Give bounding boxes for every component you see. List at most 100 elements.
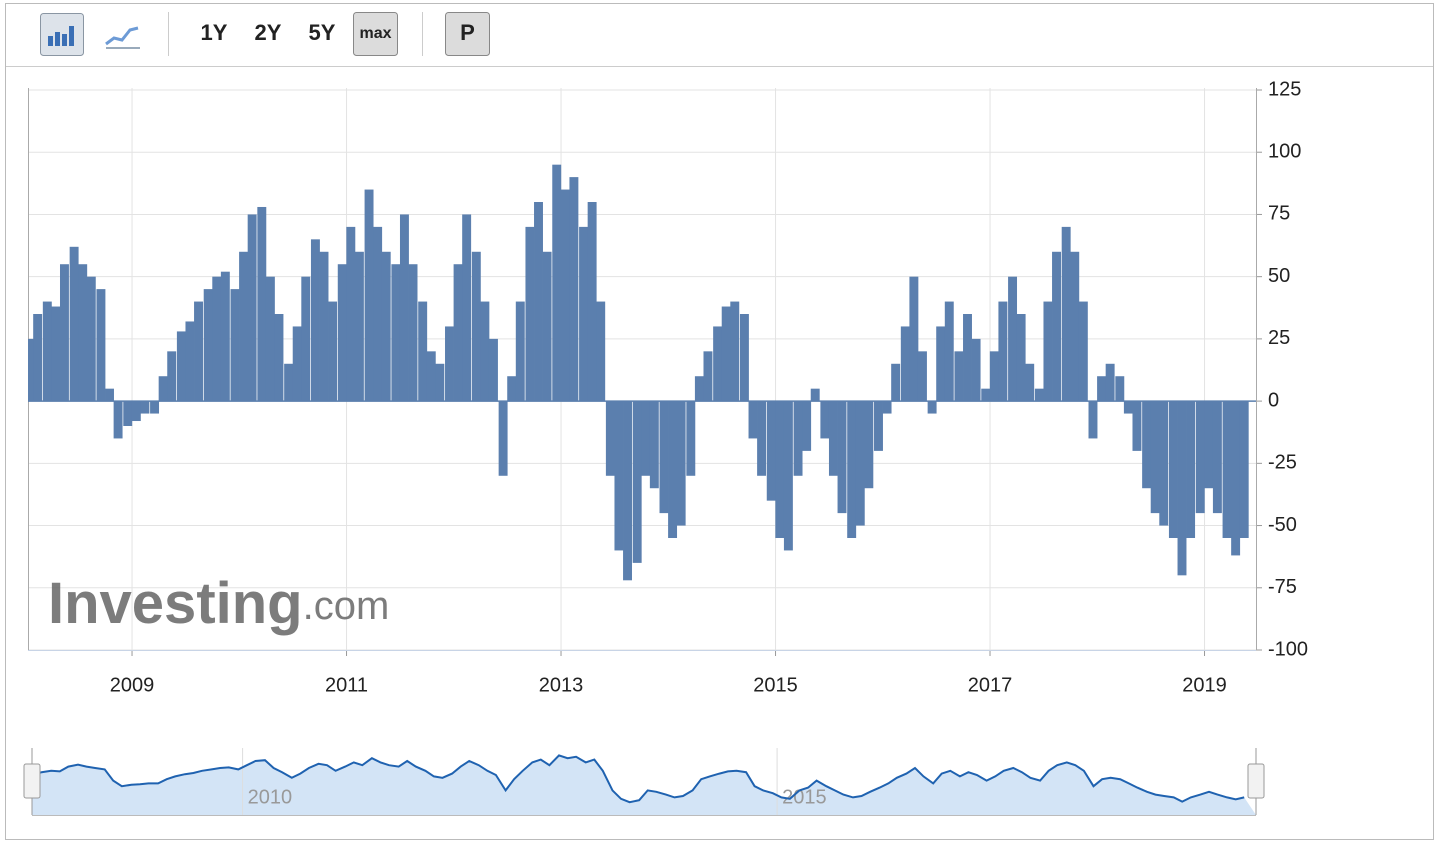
bar	[971, 338, 981, 402]
bar	[247, 214, 257, 402]
y-tick-label: -25	[1268, 452, 1297, 474]
bar	[668, 401, 678, 538]
bar	[1078, 301, 1088, 402]
bar	[981, 388, 991, 402]
bar	[319, 251, 329, 402]
bar	[131, 401, 141, 422]
bar	[158, 376, 168, 402]
bar	[498, 401, 508, 476]
bar	[954, 351, 964, 402]
bar	[51, 306, 61, 402]
bar	[1159, 401, 1169, 526]
bar	[194, 301, 203, 402]
navigator-label: 2015	[782, 786, 827, 808]
bar	[1186, 401, 1196, 538]
bar	[28, 338, 37, 402]
bar	[373, 226, 383, 402]
bar	[793, 401, 803, 476]
bar	[569, 177, 579, 402]
bar	[739, 314, 749, 402]
y-tick-label: 125	[1268, 78, 1301, 100]
bar	[212, 276, 222, 402]
bar	[649, 401, 659, 489]
bar	[265, 276, 275, 402]
bar	[408, 264, 418, 402]
bar	[659, 401, 669, 514]
bar	[552, 164, 562, 402]
bar	[587, 202, 597, 402]
line-chart-button[interactable]	[105, 26, 140, 49]
bar	[167, 351, 177, 402]
bar	[775, 401, 785, 538]
bar	[391, 264, 401, 402]
bar	[579, 226, 589, 402]
bar	[381, 251, 391, 402]
bar	[721, 306, 731, 402]
bar	[820, 401, 830, 439]
bar	[1008, 276, 1018, 402]
bar	[855, 401, 865, 526]
bar-chart-button[interactable]	[40, 13, 84, 56]
bar	[1043, 301, 1053, 402]
y-tick-label: -100	[1268, 638, 1308, 660]
bar	[220, 271, 230, 402]
bar	[864, 401, 874, 489]
bar	[1115, 376, 1125, 402]
range-button[interactable]: 2Y	[255, 20, 282, 45]
bar	[730, 301, 740, 402]
bar	[445, 326, 454, 402]
bar	[96, 289, 106, 402]
max-button-bg[interactable]	[353, 12, 398, 56]
bar	[462, 214, 472, 402]
bar	[69, 246, 79, 402]
bar	[847, 401, 857, 538]
p-button-bg[interactable]	[445, 12, 490, 56]
bar	[453, 264, 463, 402]
bar	[1016, 314, 1026, 402]
bar	[354, 251, 364, 402]
y-tick-label: 25	[1268, 327, 1290, 349]
bar	[1195, 401, 1205, 514]
bar	[1061, 226, 1071, 402]
bar	[874, 401, 883, 451]
bar	[1212, 401, 1222, 514]
bar	[140, 401, 150, 414]
bar	[1168, 401, 1178, 538]
bar	[203, 289, 213, 402]
bar	[525, 226, 535, 402]
bar	[1239, 401, 1249, 538]
y-tick-label: 0	[1268, 389, 1279, 411]
bar	[418, 301, 428, 402]
p-button[interactable]: P	[460, 20, 475, 45]
bar	[802, 401, 812, 451]
bar	[703, 351, 713, 402]
bar	[641, 401, 651, 476]
bar	[42, 301, 52, 402]
bar	[810, 388, 820, 402]
bar	[632, 401, 642, 563]
range-button[interactable]: 5Y	[309, 20, 336, 45]
bar	[1177, 401, 1187, 576]
bar	[1052, 251, 1061, 402]
bar	[292, 326, 302, 402]
bar	[301, 276, 311, 402]
range-button[interactable]: 1Y	[201, 20, 228, 45]
navigator-handle[interactable]	[23, 763, 41, 799]
bar	[86, 276, 96, 402]
bar	[185, 321, 195, 402]
x-tick-label: 2015	[753, 674, 798, 696]
bar	[1088, 401, 1098, 439]
y-tick-label: 100	[1268, 141, 1301, 163]
bar	[113, 401, 123, 439]
bar	[310, 239, 320, 402]
bar	[828, 401, 838, 476]
bar	[284, 363, 294, 402]
navigator-handle[interactable]	[1247, 763, 1265, 799]
bar	[909, 276, 919, 402]
range-button[interactable]: max	[359, 25, 391, 42]
bar	[837, 401, 847, 514]
bar	[426, 351, 436, 402]
bar	[515, 301, 525, 402]
bar	[1025, 363, 1035, 402]
